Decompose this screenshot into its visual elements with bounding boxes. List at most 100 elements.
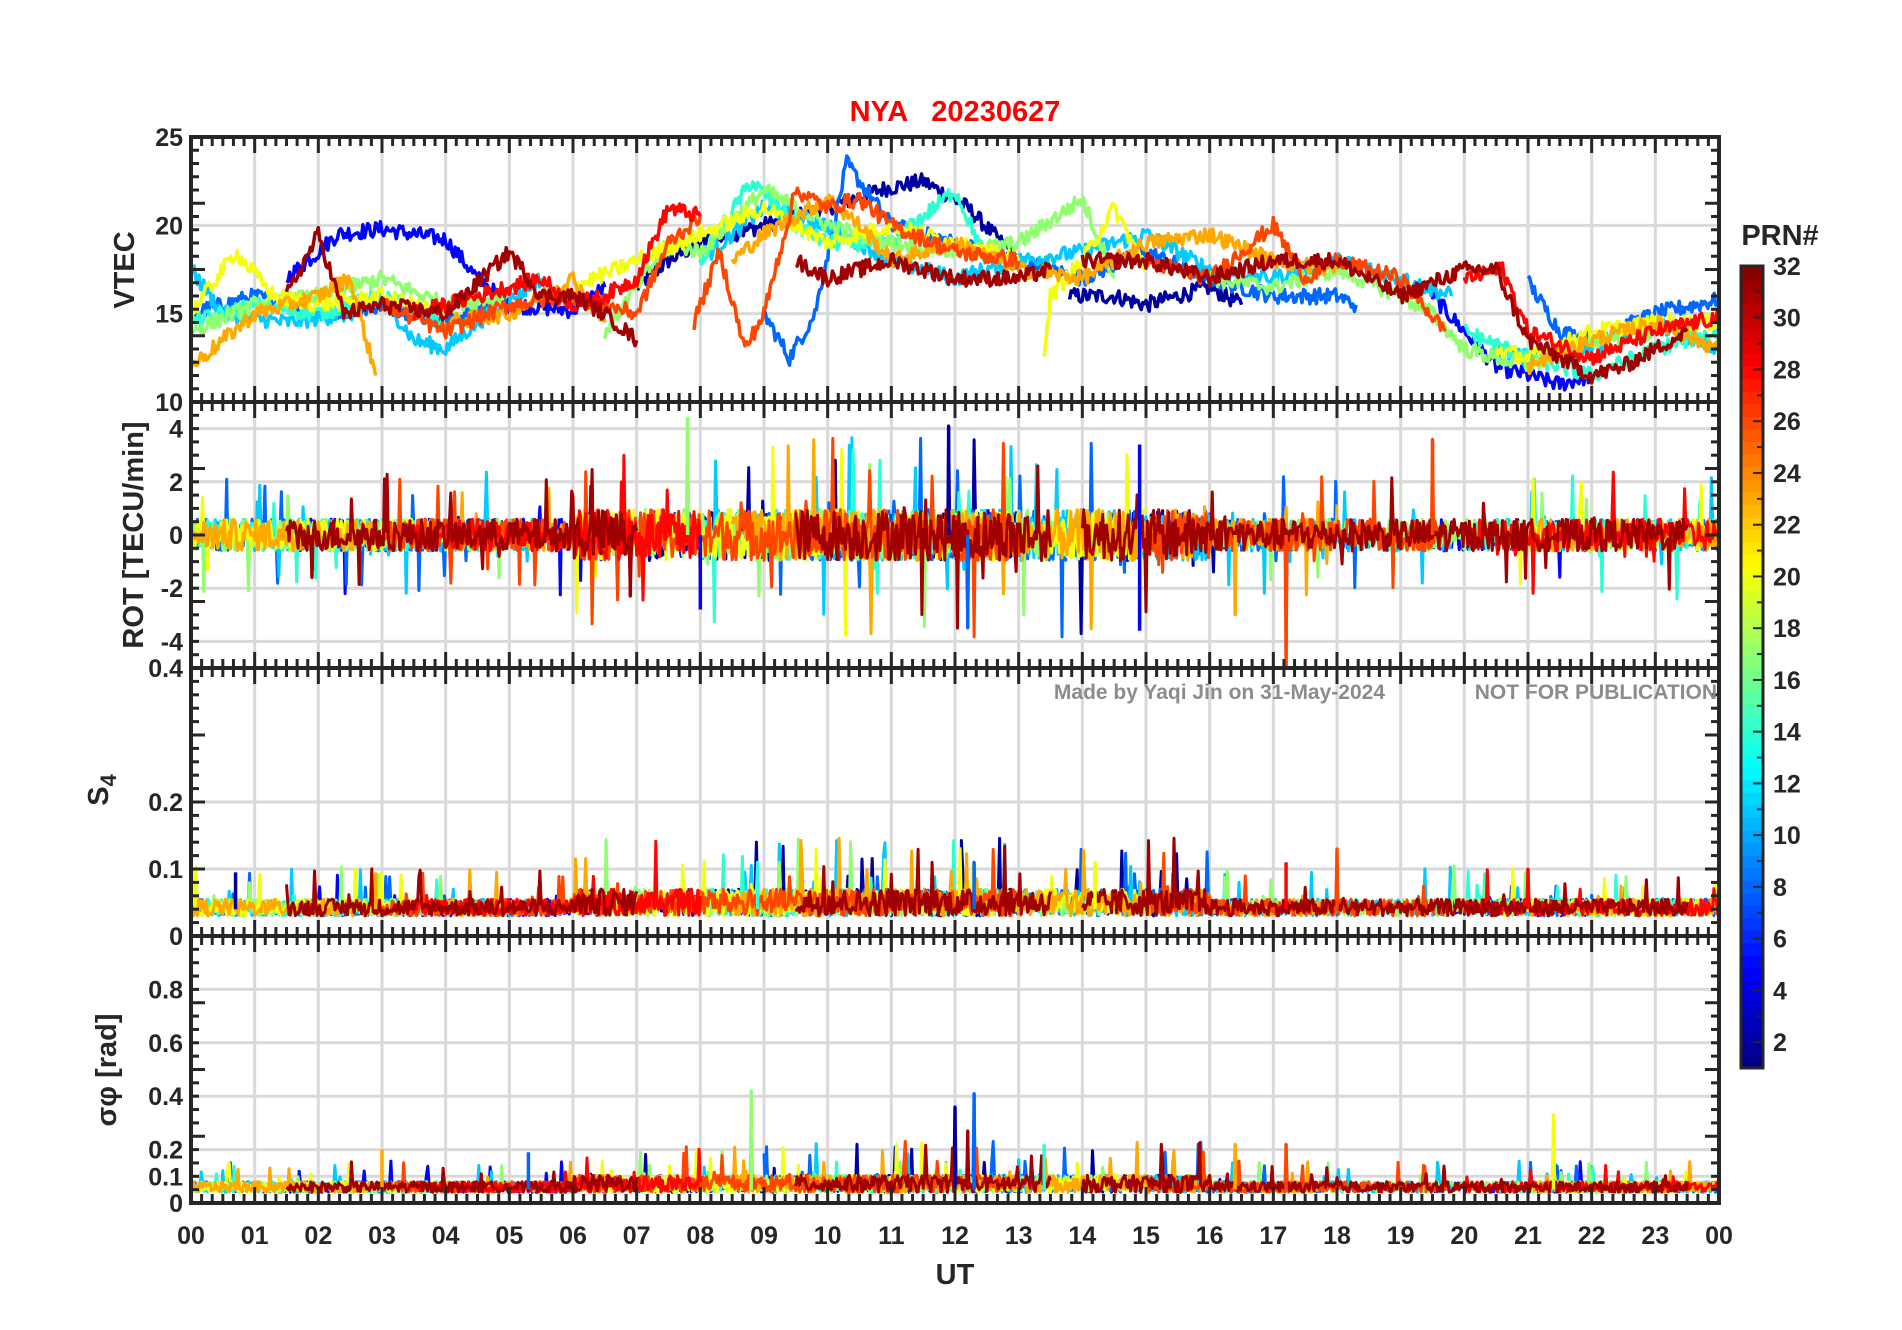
colorbar-segment xyxy=(1741,942,1763,956)
colorbar-segment xyxy=(1741,566,1763,580)
vtec-line-prn-31 xyxy=(794,252,1053,288)
vtec-line-prn-28 xyxy=(412,202,702,322)
colorbar-tick-label: 10 xyxy=(1773,822,1801,850)
rot-axis-label: ROT [TECU/min] xyxy=(118,421,150,648)
colorbar-segment xyxy=(1741,867,1763,881)
colorbar-segment xyxy=(1741,980,1763,994)
colorbar-segment xyxy=(1741,278,1763,292)
y-tick-label-rot: 2 xyxy=(169,469,183,497)
s4-line-prn-31 xyxy=(794,844,1052,918)
colorbar-segment xyxy=(1741,416,1763,430)
vtec-line-prn-26 xyxy=(692,186,1021,348)
colorbar-segment xyxy=(1741,1017,1763,1032)
watermark-not-for-publication: NOT FOR PUBLICATION xyxy=(1475,681,1717,704)
colorbar-segment xyxy=(1741,692,1763,706)
colorbar-tick-label: 4 xyxy=(1773,977,1787,1005)
x-tick-label: 14 xyxy=(1068,1222,1096,1250)
colorbar-segment xyxy=(1741,428,1763,443)
colorbar-segment xyxy=(1741,1005,1763,1019)
colorbar-segment xyxy=(1741,955,1763,969)
colorbar-segment xyxy=(1741,491,1763,505)
vtec-axis-label: VTEC xyxy=(109,231,141,308)
x-tick-label: 17 xyxy=(1259,1222,1287,1250)
colorbar-segment xyxy=(1741,779,1763,793)
colorbar-segment xyxy=(1741,403,1763,417)
colorbar-segment xyxy=(1741,792,1763,806)
sigma-line-prn-31 xyxy=(1080,1141,1689,1194)
y-tick-label-rot: 0 xyxy=(169,522,183,550)
y-tick-label-sigma: 0 xyxy=(169,1190,183,1218)
x-tick-label: 01 xyxy=(241,1222,269,1250)
colorbar-segment xyxy=(1741,378,1763,392)
y-tick-label-rot: -2 xyxy=(161,575,183,603)
x-tick-label: 16 xyxy=(1196,1222,1224,1250)
y-tick-label-sigma: 0.8 xyxy=(148,976,183,1004)
x-tick-label: 08 xyxy=(686,1222,714,1250)
x-tick-label: 20 xyxy=(1450,1222,1478,1250)
colorbar-segment xyxy=(1741,679,1763,693)
colorbar-tick-label: 28 xyxy=(1773,356,1801,384)
colorbar-segment xyxy=(1741,930,1763,944)
x-tick-label: 05 xyxy=(495,1222,523,1250)
x-tick-label: 19 xyxy=(1387,1222,1415,1250)
colorbar-label: PRN# xyxy=(1741,220,1818,252)
y-tick-label-vtec: 10 xyxy=(155,389,183,417)
y-tick-label-s4: 0 xyxy=(169,923,183,951)
colorbar-segment xyxy=(1741,880,1763,894)
x-tick-label: 23 xyxy=(1641,1222,1669,1250)
colorbar-segment xyxy=(1741,767,1763,781)
chart-title: NYA 20230627 xyxy=(850,96,1061,128)
colorbar-segment xyxy=(1741,742,1763,756)
colorbar-segment xyxy=(1741,629,1763,643)
sigma-phi-axis-label: σφ [rad] xyxy=(91,1013,123,1126)
colorbar-segment xyxy=(1741,616,1763,631)
y-tick-label-sigma: 0.1 xyxy=(148,1163,183,1191)
colorbar-segment xyxy=(1741,504,1763,518)
s4-line-prn-31 xyxy=(1080,836,1689,918)
x-tick-label: 12 xyxy=(941,1222,969,1250)
vtec-line-prn-31 xyxy=(1080,251,1689,385)
colorbar-segment xyxy=(1741,604,1763,618)
x-tick-label: 10 xyxy=(814,1222,842,1250)
rot-line-prn-31 xyxy=(1080,476,1689,614)
colorbar-tick-label: 16 xyxy=(1773,667,1801,695)
y-tick-label-rot: 4 xyxy=(169,416,183,444)
x-tick-label: 18 xyxy=(1323,1222,1351,1250)
vtec-line-prn-5 xyxy=(1430,289,1594,392)
x-tick-label: 00 xyxy=(1705,1222,1733,1250)
colorbar-segment xyxy=(1741,641,1763,656)
colorbar-segment xyxy=(1741,1055,1763,1069)
rot-line-prn-23 xyxy=(189,517,376,553)
colorbar-frame xyxy=(1739,264,1765,1070)
colorbar-segment xyxy=(1741,704,1763,718)
y-tick-label-s4: 0.1 xyxy=(148,856,183,884)
colorbar-segment xyxy=(1741,579,1763,593)
colorbar-segment xyxy=(1741,266,1763,280)
x-tick-label: 04 xyxy=(432,1222,460,1250)
colorbar-segment xyxy=(1741,353,1763,367)
colorbar-segment xyxy=(1741,453,1763,468)
colorbar-segment xyxy=(1741,854,1763,869)
colorbar-segment xyxy=(1741,291,1763,305)
colorbar-tick-label: 24 xyxy=(1773,460,1801,488)
x-tick-label: 15 xyxy=(1132,1222,1160,1250)
colorbar-tick-label: 6 xyxy=(1773,926,1787,954)
colorbar-tick-label: 2 xyxy=(1773,1029,1787,1057)
colorbar-segment xyxy=(1741,667,1763,681)
colorbar-segment xyxy=(1741,391,1763,405)
colorbar-tick-label: 14 xyxy=(1773,719,1801,747)
vtec-line-prn-31 xyxy=(284,225,639,348)
y-tick-label-sigma: 0.6 xyxy=(148,1030,183,1058)
colorbar-tick-label: 30 xyxy=(1773,305,1801,333)
y-tick-label-rot: -4 xyxy=(161,628,183,656)
colorbar-segment xyxy=(1741,554,1763,568)
x-axis-label: UT xyxy=(936,1259,975,1291)
colorbar-segment xyxy=(1741,892,1763,906)
y-tick-label-s4: 0.4 xyxy=(148,655,183,683)
y-tick-label-sigma: 0.2 xyxy=(148,1137,183,1165)
colorbar-segment xyxy=(1741,441,1763,455)
colorbar-segment xyxy=(1741,804,1763,818)
colorbar-tick-label: 32 xyxy=(1773,253,1801,281)
colorbar-segment xyxy=(1741,729,1763,743)
